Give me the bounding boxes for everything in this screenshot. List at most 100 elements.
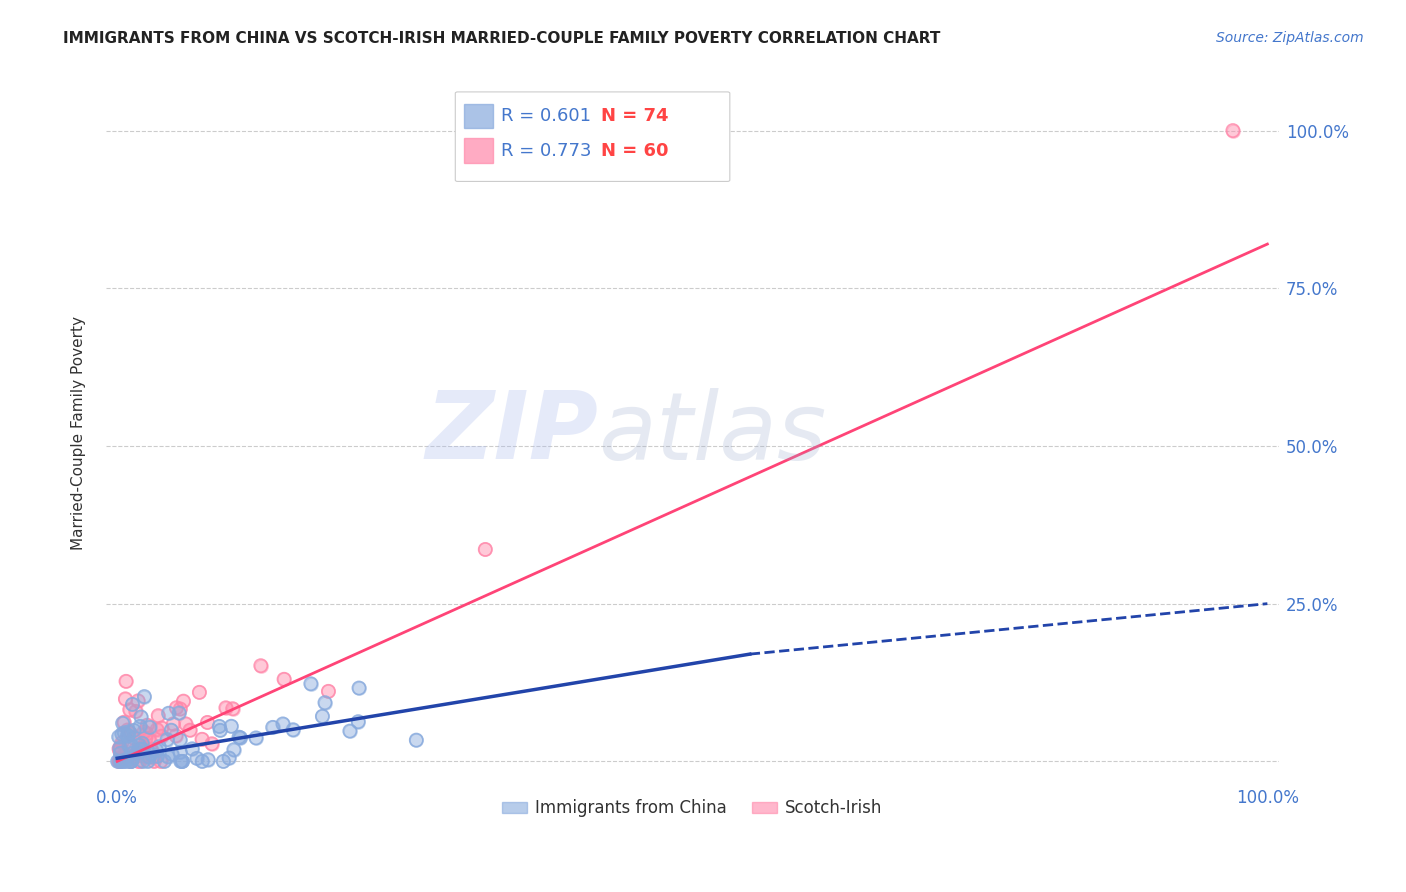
Point (134, 690, 156, 704)
Point (118, 755, 141, 769)
Point (197, 715, 219, 730)
Legend: Immigrants from China, Scotch-Irish: Immigrants from China, Scotch-Irish (495, 793, 890, 824)
Point (146, 749, 169, 764)
Point (132, 748, 155, 763)
Point (229, 731, 252, 745)
Point (148, 708, 170, 723)
Point (127, 755, 149, 769)
Point (281, 723, 304, 737)
Point (167, 706, 190, 720)
Point (181, 741, 204, 756)
Point (156, 749, 179, 764)
Point (127, 744, 149, 758)
Point (172, 694, 194, 708)
Point (245, 731, 267, 745)
Point (111, 735, 134, 749)
Point (112, 748, 135, 763)
Point (112, 725, 135, 739)
Point (129, 710, 152, 724)
Point (127, 745, 149, 759)
Point (120, 727, 142, 741)
Point (143, 755, 166, 769)
Text: R = 0.773: R = 0.773 (501, 142, 592, 160)
Point (131, 742, 153, 756)
FancyBboxPatch shape (464, 138, 494, 162)
Point (149, 755, 172, 769)
Point (228, 730, 250, 744)
Point (111, 716, 134, 731)
Point (114, 691, 136, 706)
Point (167, 706, 190, 720)
Point (156, 732, 179, 747)
Point (110, 755, 132, 769)
Point (169, 702, 191, 716)
Point (188, 685, 211, 699)
Point (197, 753, 219, 767)
Point (124, 749, 146, 764)
Point (222, 742, 245, 756)
Point (222, 742, 245, 756)
Point (143, 755, 166, 769)
Point (153, 755, 176, 769)
Point (121, 698, 143, 712)
Text: IMMIGRANTS FROM CHINA VS SCOTCH-IRISH MARRIED-COUPLE FAMILY POVERTY CORRELATION : IMMIGRANTS FROM CHINA VS SCOTCH-IRISH MA… (63, 31, 941, 46)
Point (120, 738, 142, 752)
Point (129, 742, 152, 756)
Point (170, 755, 193, 769)
Point (212, 755, 235, 769)
Point (145, 743, 167, 757)
Point (120, 755, 142, 769)
Point (172, 755, 194, 769)
Point (131, 740, 153, 755)
Point (134, 690, 156, 704)
Point (138, 720, 160, 734)
Point (188, 685, 211, 699)
Point (118, 703, 141, 717)
Point (125, 705, 148, 719)
Point (112, 755, 135, 769)
Point (114, 691, 136, 706)
Point (169, 732, 191, 747)
Point (108, 741, 131, 756)
Text: Source: ZipAtlas.com: Source: ZipAtlas.com (1216, 31, 1364, 45)
Point (111, 716, 134, 731)
Point (115, 674, 138, 689)
Point (229, 731, 252, 745)
Point (162, 716, 184, 731)
Point (120, 755, 142, 769)
Point (150, 721, 173, 735)
Point (131, 742, 153, 756)
Point (110, 746, 132, 760)
Point (131, 740, 153, 755)
Point (197, 715, 219, 730)
Point (146, 723, 169, 737)
Point (245, 731, 267, 745)
Point (405, 733, 427, 747)
Point (138, 749, 160, 764)
Point (218, 751, 240, 765)
Point (141, 742, 163, 756)
Point (108, 755, 131, 769)
Point (112, 748, 135, 763)
Point (273, 672, 295, 686)
Point (117, 723, 139, 737)
Point (474, 542, 496, 557)
Point (141, 747, 163, 761)
Point (174, 716, 197, 731)
Point (107, 755, 129, 769)
Point (165, 729, 187, 743)
Point (108, 741, 131, 756)
Point (112, 755, 135, 769)
Point (108, 755, 131, 769)
Point (221, 701, 243, 715)
Point (110, 746, 132, 760)
Point (148, 739, 170, 754)
Point (139, 743, 162, 757)
Point (174, 716, 197, 731)
Point (122, 723, 145, 738)
Point (191, 732, 214, 747)
Point (156, 749, 179, 764)
Point (179, 723, 201, 738)
Point (148, 739, 170, 754)
Point (145, 743, 167, 757)
